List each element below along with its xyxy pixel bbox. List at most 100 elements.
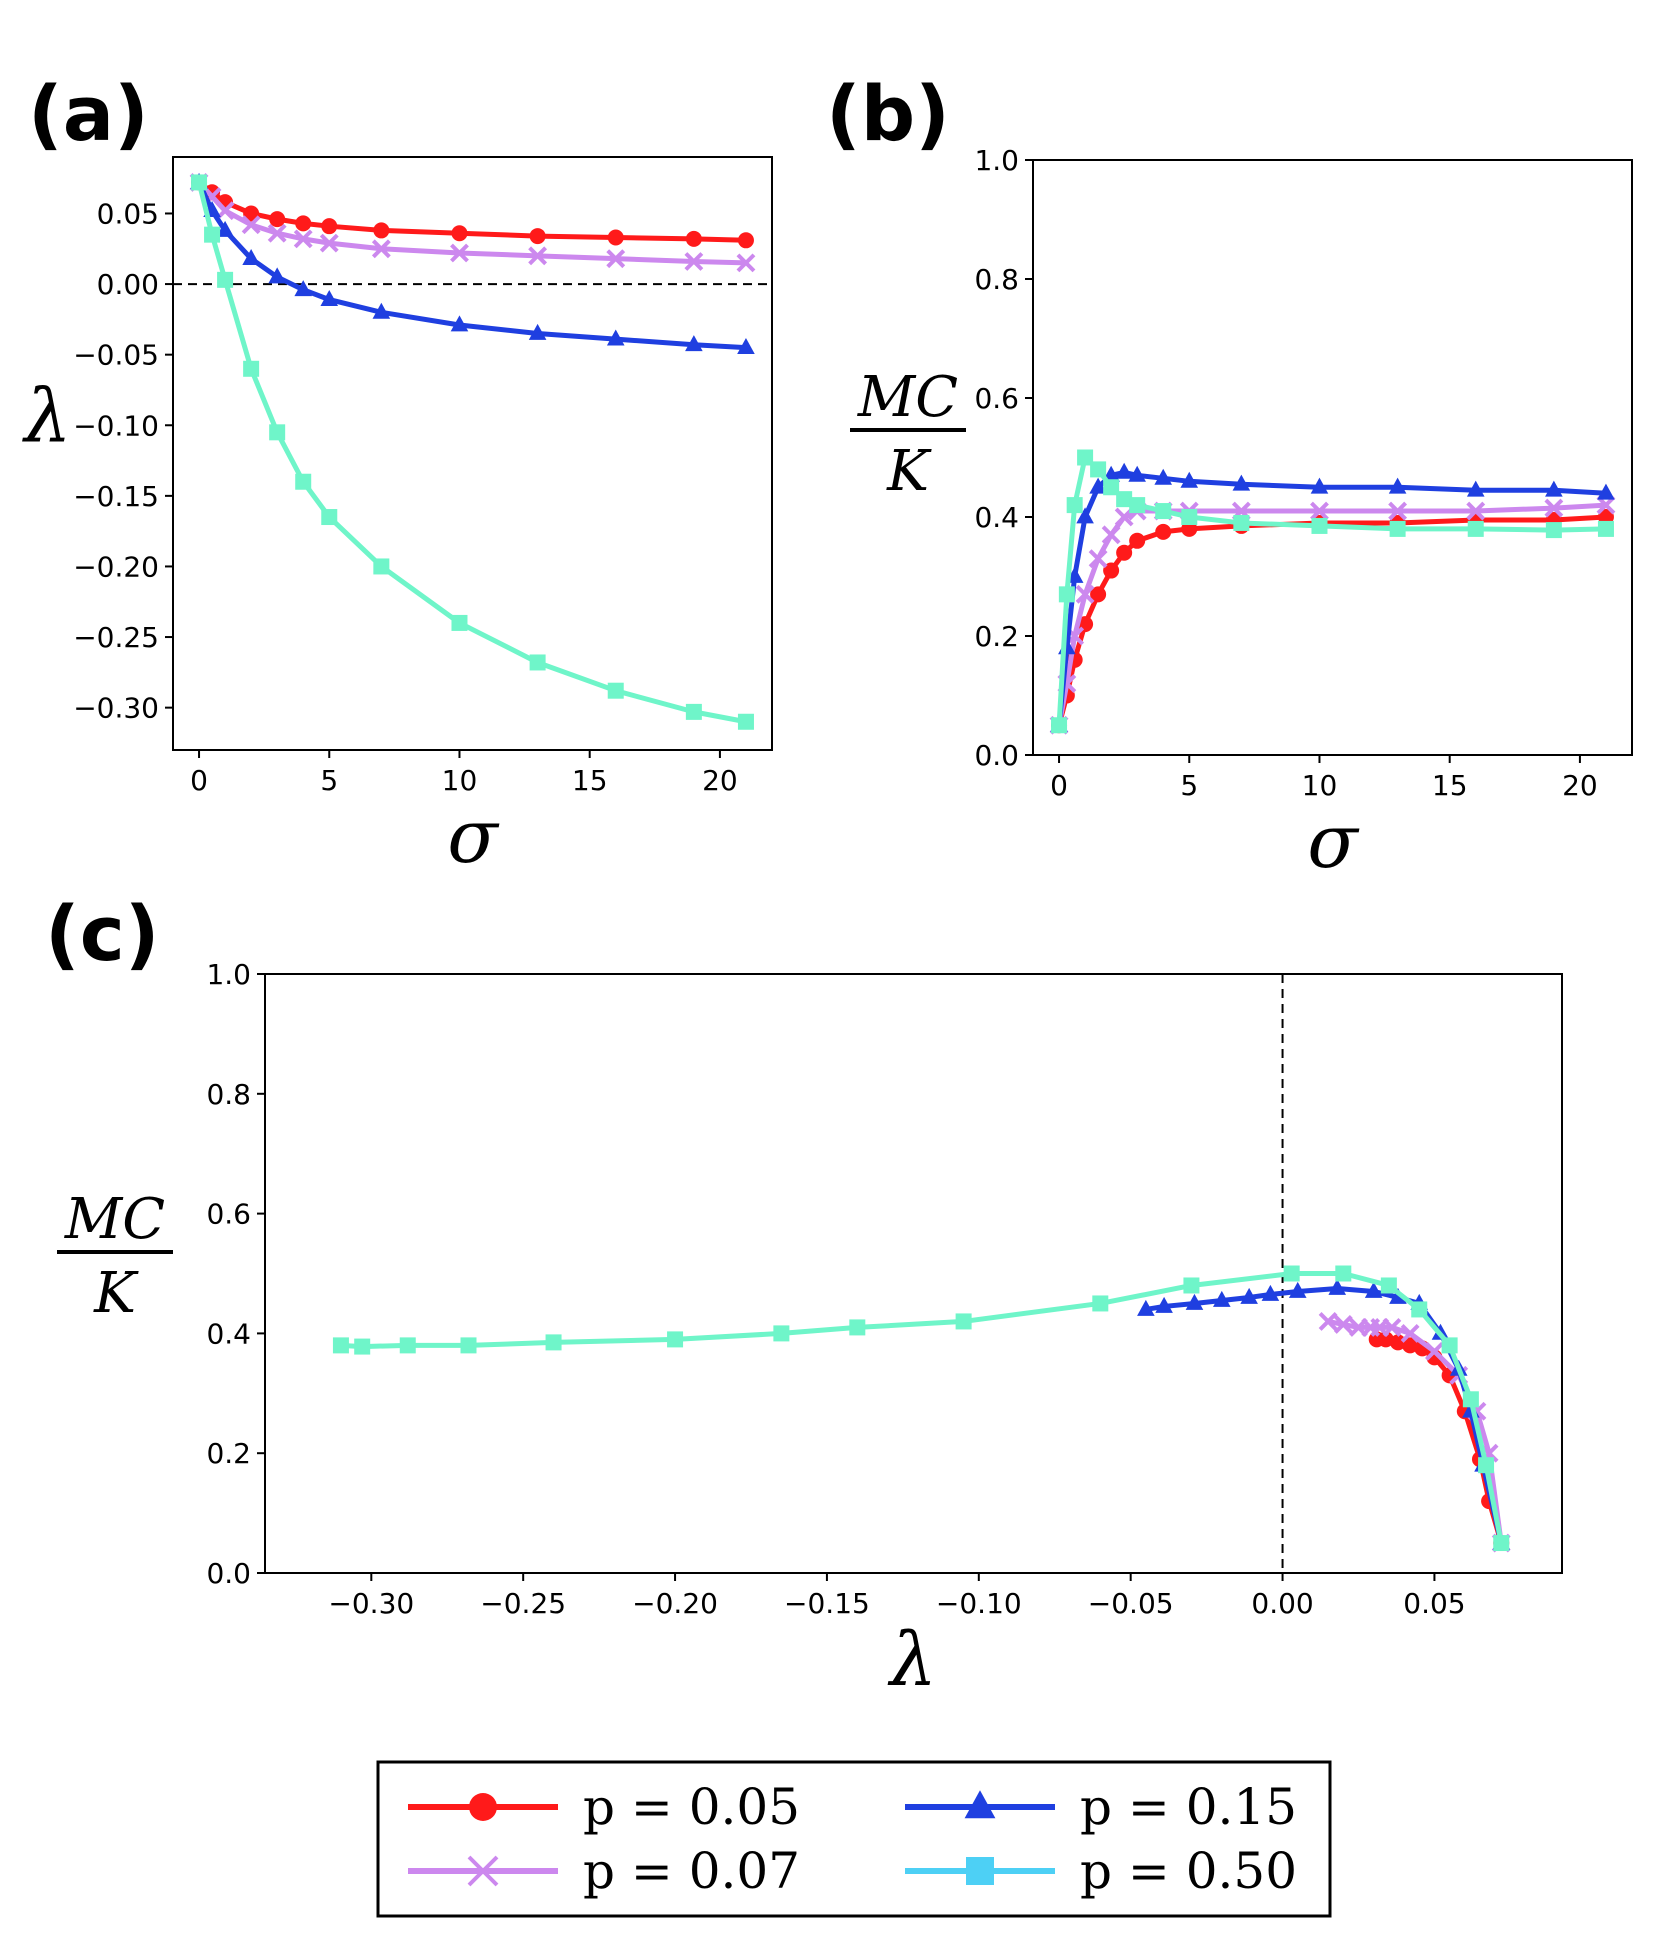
panel-b-point-p-0-50-13 (1467, 520, 1484, 537)
panel-label-b: (b) (826, 69, 950, 158)
panel-c-point-p-0-07-6 (1400, 1323, 1420, 1343)
panel-c-point-p-0-15-8 (1364, 1281, 1383, 1298)
panel-c-point-p-0-15-1 (1155, 1296, 1173, 1313)
panel-c-point-p-0-15-3 (1213, 1290, 1231, 1307)
panel-a-point-p-0-07-7-stroke-2 (371, 239, 391, 259)
panel-c-xtick-label-2: −0.20 (632, 1587, 718, 1620)
panel-b-series-p-0-07 (1049, 495, 1616, 735)
panel-a-point-p-0-05-4 (269, 211, 286, 228)
panel-b-point-p-0-07-14 (1544, 498, 1564, 518)
panel-c-ylabel-numerator: MC (64, 1187, 165, 1252)
panel-a-point-p-0-15-12 (737, 338, 755, 355)
panel-c-point-p-0-50-12 (1335, 1265, 1352, 1282)
panel-a-point-p-0-07-11-stroke-2 (684, 252, 704, 271)
panel-c-ytick-label-2: 0.4 (206, 1317, 251, 1350)
panel-a-point-p-0-15-9 (528, 323, 547, 340)
panel-a-point-p-0-07-10 (606, 249, 626, 269)
panel-a-point-p-0-15-11 (685, 335, 703, 352)
panel-b-xlabel: σ (1307, 799, 1360, 885)
panel-b-point-p-0-50-11 (1311, 517, 1328, 534)
panel-b-point-p-0-05-7 (1129, 532, 1146, 549)
panel-a-ytick-label-4: −0.15 (73, 480, 159, 513)
legend-marker-p-0-05 (469, 1793, 497, 1821)
panel-c-point-p-0-15-6 (1288, 1281, 1307, 1298)
panel-c-xtick-label-3: −0.15 (784, 1587, 870, 1620)
panel-b-point-p-0-50-3 (1077, 449, 1094, 466)
panel-b-line-p-0-15 (1056, 469, 1607, 726)
panel-a-xtick-label-1: 5 (320, 764, 338, 797)
panel-b-point-p-0-50-0 (1051, 717, 1068, 734)
panel-b-point-p-0-07-4 (1088, 549, 1108, 569)
panel-b-ytick-label-5: 1.0 (974, 144, 1019, 177)
panel-c-point-p-0-05-1 (1377, 1331, 1394, 1348)
panel-c-point-p-0-50-1 (354, 1338, 371, 1355)
panel-c-point-p-0-50-8 (955, 1313, 972, 1330)
panel-a-point-p-0-50-3 (243, 360, 260, 377)
panel-a-point-p-0-05-10 (607, 229, 624, 246)
legend-frame (376, 1760, 1332, 1918)
panel-b-point-p-0-50-8 (1155, 503, 1172, 520)
panel-b-point-p-0-15-12 (1388, 477, 1407, 494)
panel-a-point-p-0-05-3 (243, 205, 260, 222)
panel-a-ytick-label-2: −0.05 (73, 339, 159, 372)
panel-a-point-p-0-05-11 (685, 230, 702, 247)
panel-b-point-p-0-50-2 (1066, 497, 1083, 514)
panel-a-point-p-0-15-6 (320, 290, 339, 307)
panel-a-point-p-0-07-12-stroke-2 (736, 253, 756, 273)
panel-b-point-p-0-07-14-stroke-2 (1544, 498, 1564, 518)
panel-a-point-p-0-15-7 (372, 302, 391, 319)
legend-marker-p-0-07-stroke-2 (467, 1855, 499, 1887)
panel-a-series-p-0-05 (191, 174, 754, 249)
panel-b-ytick-label-4: 0.8 (974, 263, 1019, 296)
panel-b-point-p-0-07-13 (1466, 501, 1486, 521)
panel-b-point-p-0-15-14 (1545, 480, 1563, 497)
panel-c-xlabel: λ (887, 1617, 937, 1703)
panel-a-point-p-0-05-6 (321, 218, 338, 235)
panel-b-point-p-0-50-4 (1090, 461, 1107, 478)
panel-c-point-p-0-05-3 (1402, 1337, 1419, 1354)
panel-c-xtick-label-7: 0.05 (1403, 1587, 1465, 1620)
panel-b-ylabel-denominator: K (886, 439, 932, 504)
panel-a-ytick-label-7: −0.30 (73, 692, 159, 725)
panel-a-point-p-0-05-12 (737, 232, 754, 249)
panel-b-ytick-label-1: 0.2 (974, 620, 1019, 653)
panel-c-frame (264, 973, 1563, 1574)
panel-b-point-p-0-07-3 (1075, 584, 1095, 604)
panel-a-point-p-0-07-7 (371, 239, 391, 259)
panel-a-line-p-0-50 (196, 181, 747, 725)
panel-b-line-p-0-05 (1056, 514, 1607, 726)
panel-c-point-p-0-50-13 (1380, 1277, 1397, 1294)
panel-a-series-p-0-50 (191, 174, 754, 730)
panel-a-xtick-label-4: 20 (702, 764, 738, 797)
panel-b-point-p-0-15-3 (1076, 507, 1094, 524)
panel-a-point-p-0-50-7 (373, 558, 390, 575)
panel-b-point-p-0-05-4 (1090, 586, 1107, 603)
panel-c-point-p-0-07-1 (1333, 1315, 1353, 1334)
panel-a-series-p-0-15 (190, 172, 755, 355)
panel-c-point-p-0-50-17 (1478, 1457, 1495, 1474)
panel-a-point-p-0-05-5 (295, 215, 312, 232)
panel-a-point-p-0-50-4 (269, 424, 286, 441)
legend-label-p-0-50: p = 0.50 (1080, 1842, 1297, 1900)
panel-a-point-p-0-07-8-stroke-2 (450, 243, 469, 263)
legend-entry-p-0-15: p = 0.15 (905, 1778, 1297, 1836)
panel-b-point-p-0-15-4 (1089, 477, 1107, 494)
panel-c-point-p-0-50-11 (1283, 1265, 1300, 1282)
panel-c-point-p-0-50-5 (667, 1331, 684, 1348)
panel-b-point-p-0-07-15-stroke-2 (1596, 495, 1616, 515)
panel-a-point-p-0-07-6-stroke-2 (319, 233, 339, 253)
panel-a-ylabel: λ (22, 374, 72, 460)
panel-a-point-p-0-07-5-stroke-2 (293, 229, 313, 249)
panel-a-xtick-label-0: 0 (190, 764, 208, 797)
panel-a-point-p-0-50-8 (451, 614, 468, 631)
legend-label-p-0-05: p = 0.05 (583, 1778, 800, 1836)
panel-c-ytick-label-1: 0.2 (206, 1437, 251, 1470)
panel-b-point-p-0-15-13 (1466, 480, 1485, 497)
panel-c-point-p-0-50-18 (1493, 1535, 1510, 1552)
panel-c-ylabel-denominator: K (93, 1261, 139, 1326)
legend-marker-p-0-15 (964, 1790, 996, 1819)
panel-b-point-p-0-15-6 (1115, 462, 1133, 479)
panel-c-ytick-label-4: 0.8 (206, 1078, 251, 1111)
panel-a-point-p-0-15-4 (268, 267, 286, 284)
panel-b-point-p-0-50-15 (1597, 520, 1614, 537)
